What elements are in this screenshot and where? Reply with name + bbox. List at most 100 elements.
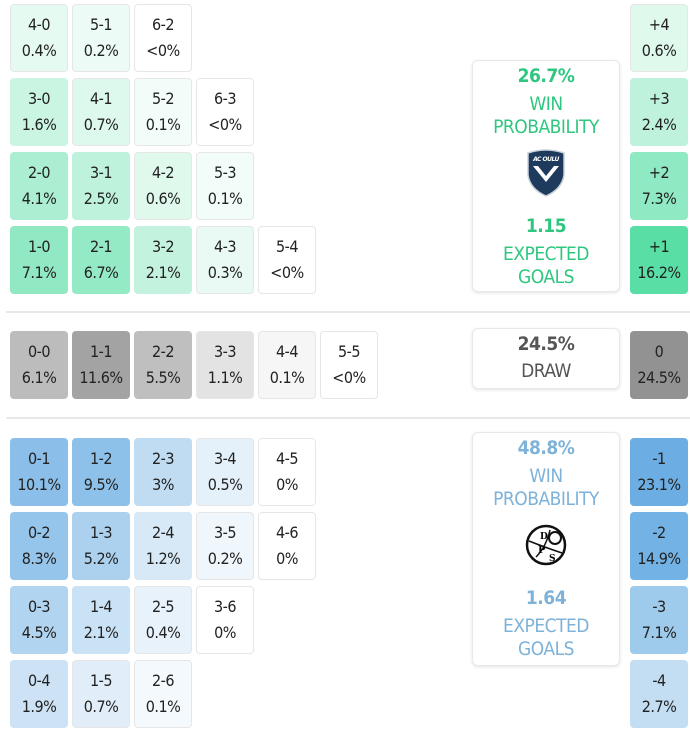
home-team-logo-icon: AC OULU xyxy=(527,149,565,197)
probability-value: 0% xyxy=(276,549,298,568)
scoreline-cell: 0-2 8.3% xyxy=(10,512,68,580)
scoreline-cell: 2-0 4.1% xyxy=(10,152,68,220)
scoreline-cell: 0-4 1.9% xyxy=(10,660,68,728)
score-label: -2 xyxy=(652,523,666,542)
score-label: 1-1 xyxy=(89,342,113,361)
away-xg: 1.64 xyxy=(525,587,567,609)
score-label: 6-2 xyxy=(151,15,175,34)
away-team-logo-icon: DPS xyxy=(525,524,567,566)
score-label: 5-3 xyxy=(213,163,237,182)
probability-value: 0.6% xyxy=(145,189,181,208)
score-label: 1-0 xyxy=(27,237,51,256)
scoreline-cell: 1-1 11.6% xyxy=(72,331,130,399)
probability-value: 0% xyxy=(276,475,298,494)
scoreline-cell: 4-2 0.6% xyxy=(134,152,192,220)
probability-value: 0.2% xyxy=(83,41,119,60)
score-label: 4-6 xyxy=(275,523,299,542)
probability-value: 4.1% xyxy=(21,189,57,208)
probability-value: 11.6% xyxy=(79,368,123,387)
probability-value: 7.1% xyxy=(641,623,677,642)
score-label: 3-2 xyxy=(151,237,175,256)
away-win-pct: 48.8% xyxy=(517,437,575,459)
scoreline-cell: 3-0 1.6% xyxy=(10,78,68,146)
score-label: 4-1 xyxy=(89,89,113,108)
probability-value: 2.1% xyxy=(145,263,181,282)
probability-value: 0.5% xyxy=(207,475,243,494)
score-label: 4-5 xyxy=(275,449,299,468)
svg-text:D: D xyxy=(540,532,548,542)
probability-value: 0.7% xyxy=(83,115,119,134)
scoreline-cell: 2-1 6.7% xyxy=(72,226,130,294)
probability-value: 0.1% xyxy=(269,368,305,387)
probability-value: 0.1% xyxy=(145,697,181,716)
probability-value: 24.5% xyxy=(637,368,681,387)
draw-label: DRAW xyxy=(521,360,571,382)
goal-margin-cell: +4 0.6% xyxy=(630,4,688,72)
score-label: 1-4 xyxy=(89,597,113,616)
scoreline-cell: 3-5 0.2% xyxy=(196,512,254,580)
home-xg-label: GOALS xyxy=(518,266,574,288)
score-label: 6-3 xyxy=(213,89,237,108)
score-label: 0-3 xyxy=(27,597,51,616)
scoreline-cell: 4-5 0% xyxy=(258,438,316,506)
scoreline-cell: 1-0 7.1% xyxy=(10,226,68,294)
scoreline-cell: 4-1 0.7% xyxy=(72,78,130,146)
scoreline-cell: 1-3 5.2% xyxy=(72,512,130,580)
scoreline-cell: 0-3 4.5% xyxy=(10,586,68,654)
scoreline-cell: 2-4 1.2% xyxy=(134,512,192,580)
away-xg-label: EXPECTED xyxy=(503,615,589,637)
score-label: 0 xyxy=(654,342,664,361)
probability-value: 1.1% xyxy=(207,368,243,387)
probability-value: 2.4% xyxy=(641,115,677,134)
scoreline-cell: 3-1 2.5% xyxy=(72,152,130,220)
probability-value: 7.1% xyxy=(21,263,57,282)
score-label: -1 xyxy=(652,449,666,468)
scoreline-cell: 0-1 10.1% xyxy=(10,438,68,506)
score-label: 5-5 xyxy=(337,342,361,361)
score-label: 2-2 xyxy=(151,342,175,361)
probability-value: <0% xyxy=(146,41,180,60)
scoreline-cell: 5-3 0.1% xyxy=(196,152,254,220)
draw-summary-card: 24.5% DRAW xyxy=(472,328,620,389)
scoreline-cell: 1-5 0.7% xyxy=(72,660,130,728)
probability-value: 1.2% xyxy=(145,549,181,568)
probability-value: 3% xyxy=(152,475,174,494)
probability-value: 2.1% xyxy=(83,623,119,642)
score-label: 0-1 xyxy=(27,449,51,468)
probability-value: 5.5% xyxy=(145,368,181,387)
score-label: 5-2 xyxy=(151,89,175,108)
score-label: -3 xyxy=(652,597,666,616)
scoreline-cell: 2-5 0.4% xyxy=(134,586,192,654)
probability-value: 9.5% xyxy=(83,475,119,494)
scoreline-cell: 2-3 3% xyxy=(134,438,192,506)
score-label: +1 xyxy=(648,237,670,256)
svg-text:S: S xyxy=(549,554,555,564)
probability-value: <0% xyxy=(270,263,304,282)
score-label: 2-4 xyxy=(151,523,175,542)
scoreline-cell: 6-2 <0% xyxy=(134,4,192,72)
scoreline-cell: 2-2 5.5% xyxy=(134,331,192,399)
probability-value: 0.1% xyxy=(145,115,181,134)
goal-margin-cell: 0 24.5% xyxy=(630,331,688,399)
scoreline-cell: 4-0 0.4% xyxy=(10,4,68,72)
score-label: 4-0 xyxy=(27,15,51,34)
score-label: 1-3 xyxy=(89,523,113,542)
scoreline-cell: 1-4 2.1% xyxy=(72,586,130,654)
probability-value: 1.9% xyxy=(21,697,57,716)
score-label: 2-0 xyxy=(27,163,51,182)
away-win-label: WIN xyxy=(529,465,563,487)
score-label: 0-0 xyxy=(27,342,51,361)
score-label: 4-4 xyxy=(275,342,299,361)
home-summary-card: 26.7% WIN PROBABILITY AC OULU 1.15 EXPEC… xyxy=(472,60,620,292)
score-label: 0-4 xyxy=(27,671,51,690)
probability-value: 4.5% xyxy=(21,623,57,642)
probability-value: 1.6% xyxy=(21,115,57,134)
probability-value: <0% xyxy=(332,368,366,387)
score-label: 1-5 xyxy=(89,671,113,690)
home-win-label: WIN xyxy=(529,93,563,115)
probability-value: 6.7% xyxy=(83,263,119,282)
probability-value: 8.3% xyxy=(21,549,57,568)
scoreline-cell: 3-3 1.1% xyxy=(196,331,254,399)
score-label: 3-4 xyxy=(213,449,237,468)
